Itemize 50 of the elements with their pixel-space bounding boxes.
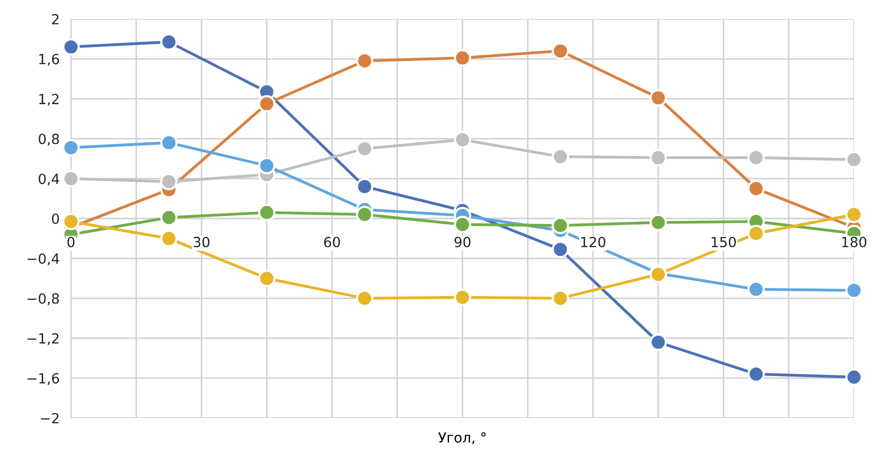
point	[552, 240, 570, 258]
point	[62, 138, 80, 156]
y-tick-label: −0,8	[28, 293, 59, 306]
point	[160, 134, 178, 152]
point	[845, 206, 863, 224]
x-tick-label: 60	[324, 236, 340, 248]
point	[62, 38, 80, 56]
point	[258, 156, 276, 174]
y-tick-label: 2	[52, 14, 58, 24]
y-tick-label: −1,2	[28, 333, 58, 346]
point	[454, 288, 472, 306]
x-tick-label: 180	[842, 236, 866, 248]
y-tick-label: −1,6	[28, 373, 60, 385]
point	[845, 150, 863, 168]
point	[258, 270, 276, 288]
point	[62, 170, 80, 188]
point	[552, 42, 570, 60]
x-tick-label: 150	[712, 236, 736, 248]
point	[845, 282, 863, 300]
point	[160, 208, 178, 226]
point	[650, 148, 667, 166]
point	[62, 212, 80, 230]
point	[650, 214, 667, 232]
point	[258, 204, 276, 222]
point	[552, 290, 570, 307]
point	[845, 368, 863, 386]
x-tick-label: 90	[454, 236, 470, 248]
y-tick-label: −2	[40, 412, 58, 424]
point	[552, 216, 570, 234]
point	[258, 95, 276, 112]
point	[747, 280, 765, 298]
x-tick-label: 30	[194, 236, 210, 248]
point	[356, 178, 374, 196]
x-tick-label: 0	[67, 236, 74, 248]
point	[454, 49, 472, 67]
y-tick-label: 0	[52, 213, 59, 224]
y-tick-label: −0,4	[28, 253, 60, 266]
point	[454, 131, 472, 148]
x-axis-title: Угол, °	[438, 432, 486, 444]
point	[356, 290, 374, 307]
point	[747, 180, 765, 198]
point	[650, 334, 667, 351]
point	[356, 206, 374, 224]
y-tick-label: 1,6	[39, 54, 60, 66]
point	[650, 89, 667, 106]
y-tick-label: 1,2	[39, 94, 58, 106]
y-tick-label: 0,4	[38, 174, 60, 186]
point	[454, 216, 472, 234]
y-tick-label: 0,8	[38, 134, 59, 146]
x-tick-label: 120	[581, 236, 606, 248]
